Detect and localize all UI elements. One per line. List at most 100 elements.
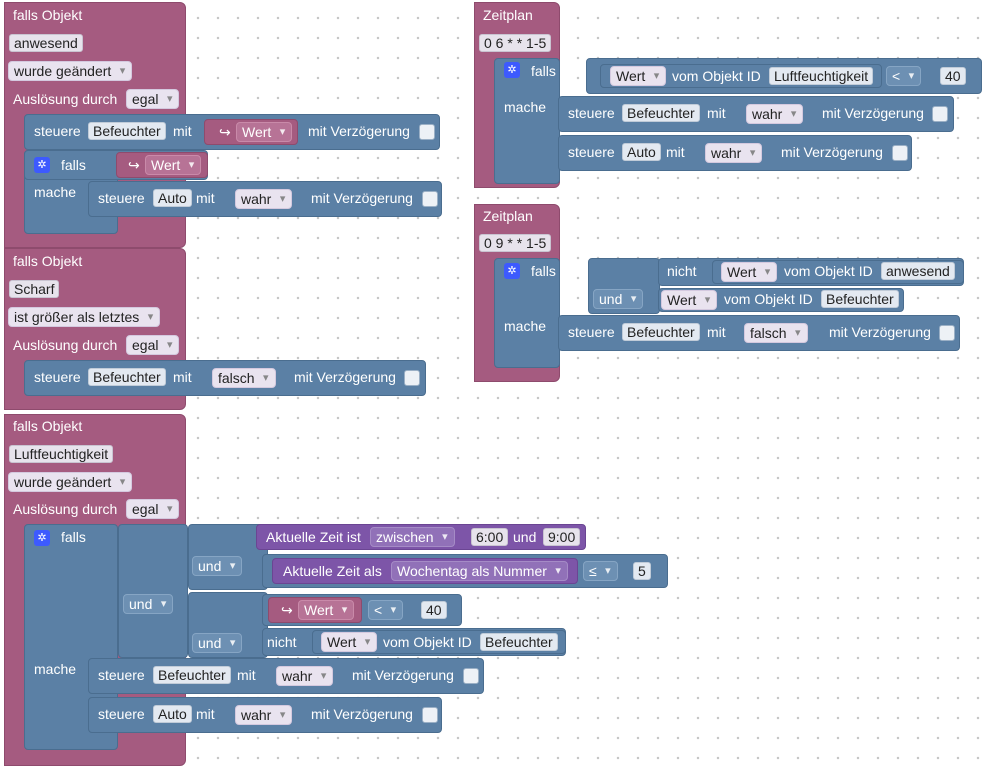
trigger-header: falls Objekt — [13, 418, 83, 434]
object-id-field[interactable]: Befeuchter — [622, 323, 700, 341]
trigger-dropdown[interactable]: egal — [126, 89, 180, 109]
delay-checkbox[interactable] — [422, 707, 438, 723]
value-dropdown[interactable]: wahr — [276, 666, 334, 686]
and-block-outer[interactable] — [118, 524, 188, 658]
value-dropdown[interactable]: falsch — [212, 368, 276, 388]
object-id-label: vom Objekt ID — [383, 634, 472, 650]
value-dropdown[interactable]: wahr — [705, 143, 763, 163]
delay-checkbox[interactable] — [463, 668, 479, 684]
value-dropdown[interactable]: wahr — [235, 189, 293, 209]
value-dropdown[interactable]: Wert — [721, 262, 778, 282]
trigger-dropdown[interactable]: egal — [126, 499, 180, 519]
object-id-field[interactable]: Befeuchter — [88, 368, 166, 386]
event-dropdown[interactable]: wurde geändert — [8, 472, 133, 492]
control-verb: steuere — [568, 144, 615, 160]
cron-field[interactable]: 0 9 * * 1-5 — [479, 234, 552, 252]
delay-label: mit Verzögerung — [822, 105, 924, 121]
delay-checkbox[interactable] — [422, 191, 438, 207]
time-to-field[interactable]: 9:00 — [543, 528, 581, 546]
trigger-label: Auslösung durch — [13, 337, 118, 353]
object-id-label: vom Objekt ID — [724, 291, 813, 307]
value-dropdown[interactable]: wahr — [235, 705, 293, 725]
weekday-label: Aktuelle Zeit als — [283, 563, 382, 579]
schedule-header: Zeitplan — [483, 7, 533, 23]
arrow-return-icon: ↪ — [281, 602, 293, 618]
gear-icon[interactable]: ✲ — [34, 157, 50, 173]
do-label: mache — [504, 318, 547, 334]
time-label: Aktuelle Zeit ist — [266, 529, 361, 545]
value-dropdown[interactable]: Wert — [236, 122, 293, 142]
object-id-field[interactable]: Befeuchter — [88, 122, 166, 140]
compare-op-dropdown[interactable]: < — [368, 600, 404, 620]
delay-checkbox[interactable] — [892, 145, 908, 161]
arrow-return-icon: ↪ — [128, 157, 140, 173]
delay-label: mit Verzögerung — [352, 667, 454, 683]
value-dropdown[interactable]: Wert — [298, 600, 355, 620]
event-dropdown[interactable]: wurde geändert — [8, 61, 133, 81]
object-id-field[interactable]: Luftfeuchtigkeit — [9, 445, 114, 463]
object-id-field[interactable]: Befeuchter — [821, 290, 899, 308]
event-dropdown[interactable]: ist größer als letztes — [8, 307, 161, 327]
gear-icon[interactable]: ✲ — [504, 62, 520, 78]
object-id-field[interactable]: Auto — [153, 705, 192, 723]
compare-op-dropdown[interactable]: < — [886, 66, 922, 86]
number-field[interactable]: 40 — [421, 601, 447, 619]
trigger-dropdown[interactable]: egal — [126, 335, 180, 355]
do-label: mache — [504, 99, 547, 115]
logic-dropdown[interactable]: und — [593, 289, 644, 309]
trigger-header: falls Objekt — [13, 7, 83, 23]
object-id-field[interactable]: Luftfeuchtigkeit — [769, 67, 874, 85]
value-dropdown[interactable]: Wert — [145, 155, 202, 175]
gear-icon[interactable]: ✲ — [504, 263, 520, 279]
do-label: mache — [34, 184, 77, 200]
logic-dropdown[interactable]: und — [192, 633, 243, 653]
control-verb: steuere — [568, 324, 615, 340]
number-field[interactable]: 40 — [940, 67, 966, 85]
object-id-field[interactable]: Auto — [622, 143, 661, 161]
do-label: mache — [34, 661, 77, 677]
cron-field[interactable]: 0 6 * * 1-5 — [479, 34, 552, 52]
time-op-dropdown[interactable]: zwischen — [370, 527, 455, 547]
trigger-header: falls Objekt — [13, 253, 83, 269]
value-dropdown[interactable]: Wert — [610, 66, 667, 86]
control-mit-label: mit — [666, 144, 685, 160]
schedule-header: Zeitplan — [483, 208, 533, 224]
delay-label: mit Verzögerung — [311, 190, 413, 206]
control-verb: steuere — [98, 190, 145, 206]
value-dropdown[interactable]: wahr — [746, 104, 804, 124]
value-dropdown[interactable]: Wert — [321, 632, 378, 652]
logic-dropdown[interactable]: und — [123, 594, 174, 614]
object-id-field[interactable]: anwesend — [881, 262, 955, 280]
value-dropdown[interactable]: falsch — [744, 323, 808, 343]
gear-icon[interactable]: ✲ — [34, 530, 50, 546]
control-mit-label: mit — [707, 324, 726, 340]
object-id-field[interactable]: Auto — [153, 189, 192, 207]
control-mit-label: mit — [707, 105, 726, 121]
control-block[interactable] — [88, 697, 442, 733]
not-label: nicht — [267, 634, 297, 650]
delay-checkbox[interactable] — [932, 106, 948, 122]
control-verb: steuere — [568, 105, 615, 121]
object-id-field[interactable]: anwesend — [9, 34, 83, 52]
if-label: falls — [61, 529, 86, 545]
value-dropdown[interactable]: Wert — [661, 290, 718, 310]
if-label: falls — [531, 263, 556, 279]
time-and-label: und — [513, 529, 537, 545]
time-from-field[interactable]: 6:00 — [471, 528, 509, 546]
control-verb: steuere — [98, 667, 145, 683]
delay-checkbox[interactable] — [404, 370, 420, 386]
object-id-field[interactable]: Scharf — [9, 280, 60, 298]
delay-label: mit Verzögerung — [311, 706, 413, 722]
delay-checkbox[interactable] — [939, 325, 955, 341]
delay-checkbox[interactable] — [419, 124, 435, 140]
compare-op-dropdown[interactable]: ≤ — [583, 561, 618, 581]
object-id-field[interactable]: Befeuchter — [480, 633, 558, 651]
object-id-field[interactable]: Befeuchter — [153, 666, 231, 684]
number-field[interactable]: 5 — [633, 562, 651, 580]
arrow-return-icon: ↪ — [219, 124, 231, 140]
logic-dropdown[interactable]: und — [192, 556, 243, 576]
object-id-field[interactable]: Befeuchter — [622, 104, 700, 122]
delay-label: mit Verzögerung — [308, 123, 410, 139]
control-verb: steuere — [98, 706, 145, 722]
weekday-dropdown[interactable]: Wochentag als Nummer — [391, 561, 568, 581]
